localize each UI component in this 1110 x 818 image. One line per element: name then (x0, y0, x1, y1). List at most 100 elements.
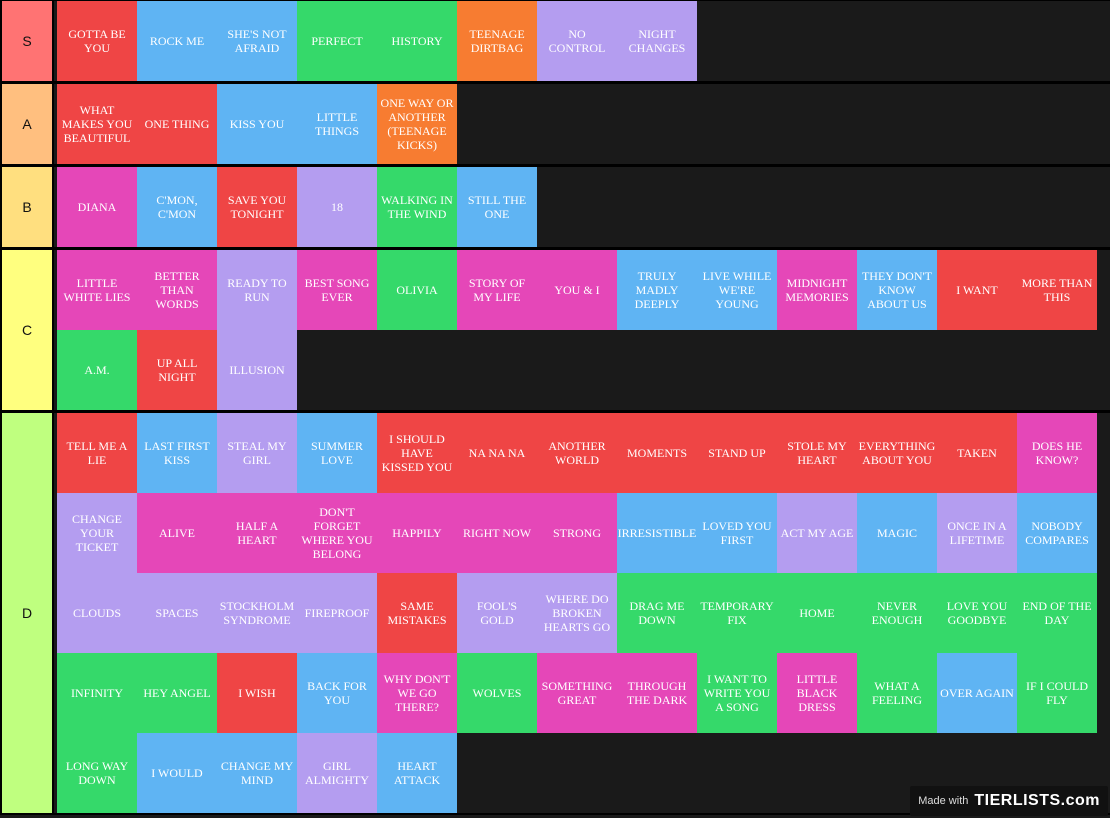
song-card[interactable]: INFINITY (57, 653, 137, 733)
song-card[interactable]: DON'T FORGET WHERE YOU BELONG (297, 493, 377, 573)
song-card[interactable]: THROUGH THE DARK (617, 653, 697, 733)
song-card[interactable]: HALF A HEART (217, 493, 297, 573)
tier-label-a[interactable]: A (0, 84, 54, 164)
song-card[interactable]: WHERE DO BROKEN HEARTS GO (537, 573, 617, 653)
song-card[interactable]: I WANT (937, 250, 1017, 330)
song-card[interactable]: NIGHT CHANGES (617, 1, 697, 81)
song-card[interactable]: I WOULD (137, 733, 217, 813)
song-card[interactable]: TEMPORARY FIX (697, 573, 777, 653)
song-card[interactable]: RIGHT NOW (457, 493, 537, 573)
song-card[interactable]: MIDNIGHT MEMORIES (777, 250, 857, 330)
tier-items-a: WHAT MAKES YOU BEAUTIFUL ONE THING KISS YO… (54, 84, 1097, 164)
song-card[interactable]: SAME MISTAKES (377, 573, 457, 653)
song-card[interactable]: BETTER THAN WORDS (137, 250, 217, 330)
song-card[interactable]: ONCE IN A LIFETIME (937, 493, 1017, 573)
song-card[interactable]: C'MON, C'MON (137, 167, 217, 247)
song-card[interactable]: STILL THE ONE (457, 167, 537, 247)
song-card[interactable]: ROCK ME (137, 1, 217, 81)
song-card[interactable]: CLOUDS (57, 573, 137, 653)
song-card[interactable]: GOTTA BE YOU (57, 1, 137, 81)
song-card[interactable]: WHAT MAKES YOU BEAUTIFUL (57, 84, 137, 164)
song-card[interactable]: THEY DON'T KNOW ABOUT US (857, 250, 937, 330)
song-card[interactable]: NA NA NA (457, 413, 537, 493)
song-card[interactable]: STRONG (537, 493, 617, 573)
song-card[interactable]: MOMENTS (617, 413, 697, 493)
song-card[interactable]: LITTLE BLACK DRESS (777, 653, 857, 733)
song-card[interactable]: FIREPROOF (297, 573, 377, 653)
song-card[interactable]: IF I COULD FLY (1017, 653, 1097, 733)
song-card[interactable]: DIANA (57, 167, 137, 247)
song-card[interactable]: 18 (297, 167, 377, 247)
song-card[interactable]: OLIVIA (377, 250, 457, 330)
song-card[interactable]: DOES HE KNOW? (1017, 413, 1097, 493)
song-card[interactable]: LITTLE THINGS (297, 84, 377, 164)
song-card[interactable]: STOCKHOLM SYNDROME (217, 573, 297, 653)
song-card[interactable]: BEST SONG EVER (297, 250, 377, 330)
song-card[interactable]: LIVE WHILE WE'RE YOUNG (697, 250, 777, 330)
song-card[interactable]: HAPPILY (377, 493, 457, 573)
song-card[interactable]: READY TO RUN (217, 250, 297, 330)
song-card[interactable]: YOU & I (537, 250, 617, 330)
song-card[interactable]: ILLUSION (217, 330, 297, 410)
song-card[interactable]: HEY ANGEL (137, 653, 217, 733)
song-card[interactable]: NOBODY COMPARES (1017, 493, 1097, 573)
song-card[interactable]: WHY DON'T WE GO THERE? (377, 653, 457, 733)
song-card[interactable]: EVERYTHING ABOUT YOU (857, 413, 937, 493)
song-card[interactable]: SAVE YOU TONIGHT (217, 167, 297, 247)
song-card[interactable]: IRRESISTIBLE (617, 493, 697, 573)
tier-label-b[interactable]: B (0, 167, 54, 247)
song-card[interactable]: ONE THING (137, 84, 217, 164)
song-card[interactable]: KISS YOU (217, 84, 297, 164)
watermark-brand-logo: TIERLISTS.com (974, 792, 1100, 809)
song-card[interactable]: PERFECT (297, 1, 377, 81)
song-card[interactable]: HEART ATTACK (377, 733, 457, 813)
song-card[interactable]: ONE WAY OR ANOTHER (TEENAGE KICKS) (377, 84, 457, 164)
song-card[interactable]: NEVER ENOUGH (857, 573, 937, 653)
song-card[interactable]: CHANGE MY MIND (217, 733, 297, 813)
song-card[interactable]: HISTORY (377, 1, 457, 81)
song-card[interactable]: TRULY MADLY DEEPLY (617, 250, 697, 330)
song-card[interactable]: NO CONTROL (537, 1, 617, 81)
song-card[interactable]: CHANGE YOUR TICKET (57, 493, 137, 573)
song-card[interactable]: TELL ME A LIE (57, 413, 137, 493)
tier-label-s[interactable]: S (0, 1, 54, 81)
song-card[interactable]: END OF THE DAY (1017, 573, 1097, 653)
song-card[interactable]: MAGIC (857, 493, 937, 573)
made-with-watermark[interactable]: Made with TIERLISTS.com (910, 786, 1108, 816)
song-card[interactable]: LOVED YOU FIRST (697, 493, 777, 573)
song-card[interactable]: DRAG ME DOWN (617, 573, 697, 653)
tier-label-d[interactable]: D (0, 413, 54, 813)
song-card[interactable]: STAND UP (697, 413, 777, 493)
song-card[interactable]: ACT MY AGE (777, 493, 857, 573)
song-card[interactable]: WALKING IN THE WIND (377, 167, 457, 247)
song-card[interactable]: LONG WAY DOWN (57, 733, 137, 813)
song-card[interactable]: LAST FIRST KISS (137, 413, 217, 493)
song-card[interactable]: STEAL MY GIRL (217, 413, 297, 493)
song-card[interactable]: TEENAGE DIRTBAG (457, 1, 537, 81)
song-card[interactable]: I WANT TO WRITE YOU A SONG (697, 653, 777, 733)
song-card[interactable]: TAKEN (937, 413, 1017, 493)
song-card[interactable]: SUMMER LOVE (297, 413, 377, 493)
song-card[interactable]: SHE'S NOT AFRAID (217, 1, 297, 81)
song-card[interactable]: SOMETHING GREAT (537, 653, 617, 733)
song-card[interactable]: I SHOULD HAVE KISSED YOU (377, 413, 457, 493)
song-card[interactable]: HOME (777, 573, 857, 653)
song-card[interactable]: FOOL'S GOLD (457, 573, 537, 653)
song-card[interactable]: MORE THAN THIS (1017, 250, 1097, 330)
song-card[interactable]: LITTLE WHITE LIES (57, 250, 137, 330)
song-card[interactable]: UP ALL NIGHT (137, 330, 217, 410)
song-card[interactable]: ANOTHER WORLD (537, 413, 617, 493)
song-card[interactable]: BACK FOR YOU (297, 653, 377, 733)
song-card[interactable]: OVER AGAIN (937, 653, 1017, 733)
song-card[interactable]: LOVE YOU GOODBYE (937, 573, 1017, 653)
song-card[interactable]: GIRL ALMIGHTY (297, 733, 377, 813)
tier-label-c[interactable]: C (0, 250, 54, 410)
song-card[interactable]: A.M. (57, 330, 137, 410)
song-card[interactable]: STORY OF MY LIFE (457, 250, 537, 330)
song-card[interactable]: I WISH (217, 653, 297, 733)
song-card[interactable]: WOLVES (457, 653, 537, 733)
song-card[interactable]: SPACES (137, 573, 217, 653)
song-card[interactable]: ALIVE (137, 493, 217, 573)
song-card[interactable]: WHAT A FEELING (857, 653, 937, 733)
song-card[interactable]: STOLE MY HEART (777, 413, 857, 493)
